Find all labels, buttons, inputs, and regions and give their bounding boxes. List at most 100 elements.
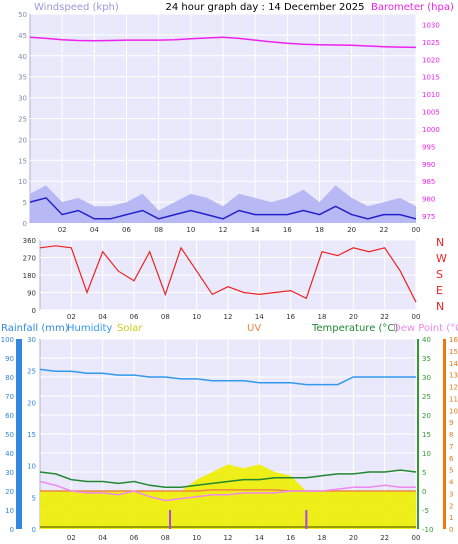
humidity-tick-label: 10 — [5, 507, 14, 515]
uv-tick-label: 9 — [449, 419, 453, 427]
temp-tick-label: 10 — [422, 450, 431, 458]
uv-line — [40, 489, 416, 492]
humidity-tick-label: 20 — [5, 488, 14, 496]
wind-tick-label: 50 — [18, 11, 27, 19]
legend-temperature: Temperature (°C) — [311, 323, 398, 334]
uv-tick-label: 6 — [449, 455, 454, 463]
time-tick-label: 04 — [90, 226, 99, 234]
axis-labels: 0510152025303540455097598098599099510001… — [1, 11, 458, 542]
baro-tick-label: 1020 — [422, 56, 440, 64]
wind-tick-label: 15 — [18, 157, 27, 165]
rain-axis-bar — [16, 339, 22, 529]
temp-tick-label: -5 — [422, 507, 429, 515]
compass-label: W — [436, 252, 447, 265]
uv-tick-label: 13 — [449, 372, 458, 380]
baro-tick-label: 975 — [422, 213, 435, 221]
baro-tick-label: 1030 — [422, 21, 440, 29]
time-tick-label: 06 — [122, 226, 131, 234]
humidity-tick-label: 70 — [5, 393, 14, 401]
uv-tick-label: 14 — [449, 360, 458, 368]
compass-label: E — [436, 284, 443, 297]
uv-tick-label: 3 — [449, 490, 453, 498]
baro-tick-label: 1005 — [422, 109, 440, 117]
compass-label: S — [436, 268, 443, 281]
time-tick-label: 02 — [67, 534, 76, 542]
uv-axis-bar — [443, 339, 446, 529]
temp-tick-label: 25 — [422, 393, 431, 401]
temp-tick-label: 40 — [422, 336, 431, 344]
time-tick-label: 10 — [186, 226, 195, 234]
humidity-tick-label: 50 — [5, 431, 14, 439]
baro-tick-label: 980 — [422, 196, 435, 204]
time-tick-label: 00 — [412, 534, 421, 542]
time-tick-label: 08 — [161, 313, 170, 321]
solar-area — [40, 464, 416, 529]
dew-point-line — [39, 480, 416, 502]
compass-label: N — [436, 236, 444, 249]
barometer-axis-title: Barometer (hpa) — [371, 2, 454, 13]
baro-tick-label: 1010 — [422, 91, 440, 99]
direction-tick-label: 360 — [23, 237, 36, 245]
uv-tick-label: 5 — [449, 467, 453, 475]
temp-tick-label: -10 — [422, 526, 433, 534]
wind-tick-label: 0 — [23, 220, 27, 228]
baro-tick-label: 990 — [422, 161, 435, 169]
time-tick-label: 14 — [255, 313, 264, 321]
time-tick-label: 20 — [349, 534, 358, 542]
time-tick-label: 22 — [379, 226, 388, 234]
direction-tick-label: 90 — [27, 290, 36, 298]
baro-tick-label: 1025 — [422, 39, 440, 47]
time-tick-label: 00 — [412, 226, 421, 234]
chart-title: 24 hour graph day : 14 December 2025 — [166, 2, 365, 13]
temp-tick-label: 5 — [422, 469, 426, 477]
direction-tick-label: 270 — [23, 255, 36, 263]
wind-average-line — [29, 197, 417, 220]
time-tick-label: 12 — [219, 226, 228, 234]
time-tick-label: 22 — [380, 313, 389, 321]
humidity-tick-label: 30 — [5, 469, 14, 477]
time-tick-label: 02 — [58, 226, 67, 234]
time-tick-label: 04 — [98, 534, 107, 542]
temp-tick-label: 20 — [422, 412, 431, 420]
uv-tick-label: 0 — [449, 526, 453, 534]
rain-tick-label: 0 — [32, 526, 36, 534]
barometer-line — [29, 36, 417, 49]
wind-gust-area — [30, 185, 416, 223]
uv-tick-label: 12 — [449, 384, 458, 392]
time-tick-label: 20 — [347, 226, 356, 234]
rain-tick-label: 25 — [27, 368, 36, 376]
wind-tick-label: 30 — [18, 95, 27, 103]
wind-tick-label: 10 — [18, 178, 27, 186]
time-tick-label: 22 — [380, 534, 389, 542]
time-tick-label: 12 — [224, 534, 233, 542]
uv-tick-label: 16 — [449, 336, 458, 344]
baro-tick-label: 995 — [422, 143, 435, 151]
time-tick-label: 10 — [192, 534, 201, 542]
time-tick-label: 02 — [67, 313, 76, 321]
uv-tick-label: 2 — [449, 502, 453, 510]
baro-tick-label: 1015 — [422, 74, 440, 82]
time-tick-label: 08 — [161, 534, 170, 542]
direction-tick-label: 180 — [23, 272, 36, 280]
legend-solar: Solar — [117, 323, 143, 334]
compass-label: N — [436, 300, 444, 313]
wind-tick-label: 25 — [18, 116, 27, 124]
time-tick-label: 18 — [315, 226, 324, 234]
temp-tick-label: 15 — [422, 431, 431, 439]
wind-tick-label: 40 — [18, 53, 27, 61]
temp-tick-label: 35 — [422, 355, 431, 363]
time-tick-label: 18 — [318, 534, 327, 542]
time-tick-label: 20 — [349, 313, 358, 321]
wind-direction-line — [39, 245, 417, 303]
wind-tick-label: 35 — [18, 74, 27, 82]
uv-tick-label: 15 — [449, 348, 458, 356]
uv-tick-label: 8 — [449, 431, 453, 439]
uv-tick-label: 4 — [449, 479, 454, 487]
series-layer — [29, 36, 417, 529]
wind-tick-label: 45 — [18, 32, 27, 40]
time-tick-label: 14 — [255, 534, 264, 542]
uv-tick-label: 7 — [449, 443, 453, 451]
rain-tick-label: 30 — [27, 336, 36, 344]
legend-uv: UV — [247, 323, 261, 334]
